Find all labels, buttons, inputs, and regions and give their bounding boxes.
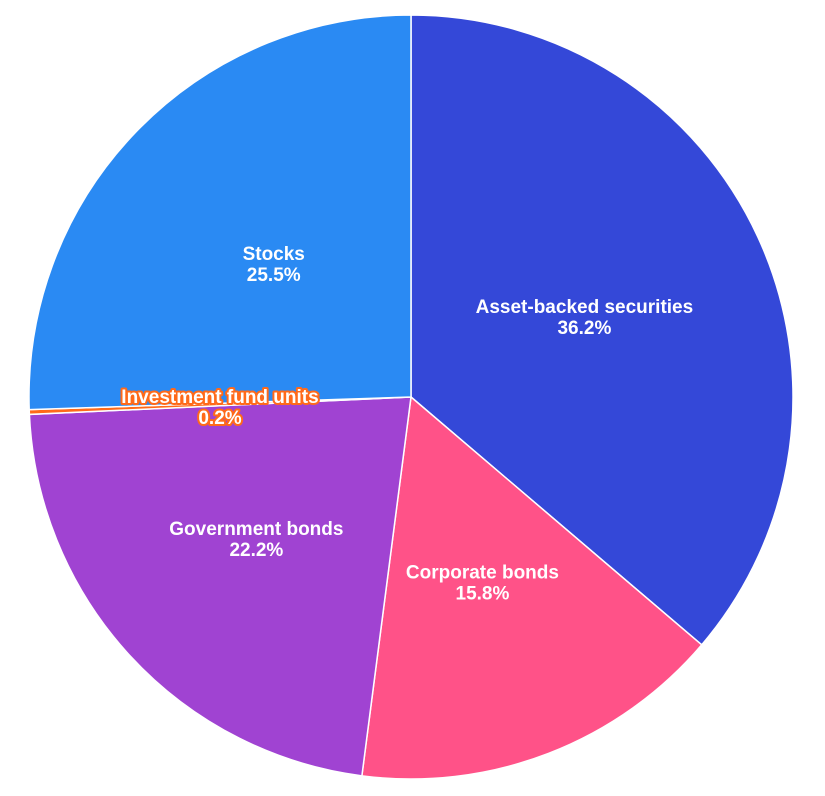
slice-label-corporate-bonds: Corporate bonds: [406, 562, 559, 583]
slice-label-stocks: Stocks: [243, 244, 305, 265]
slice-label-investment-fund-units: Investment fund units: [121, 387, 318, 408]
pie-slice-corporate-bonds: [361, 395, 703, 780]
pie-slice-government-bonds: [28, 396, 412, 777]
slice-value-asset-backed-securities: 36.2%: [557, 318, 611, 339]
pie-slice-stocks: [28, 14, 412, 411]
pie-slice-asset-backed-securities: [410, 14, 794, 646]
slice-value-government-bonds: 22.2%: [229, 540, 283, 561]
slices-layer: [28, 14, 794, 780]
slice-label-asset-backed-securities: Asset-backed securities: [476, 297, 694, 318]
slice-value-corporate-bonds: 15.8%: [456, 583, 510, 604]
slice-value-stocks: 25.5%: [247, 265, 301, 286]
slice-label-government-bonds: Government bonds: [169, 519, 343, 540]
slice-value-investment-fund-units: 0.2%: [198, 408, 241, 429]
